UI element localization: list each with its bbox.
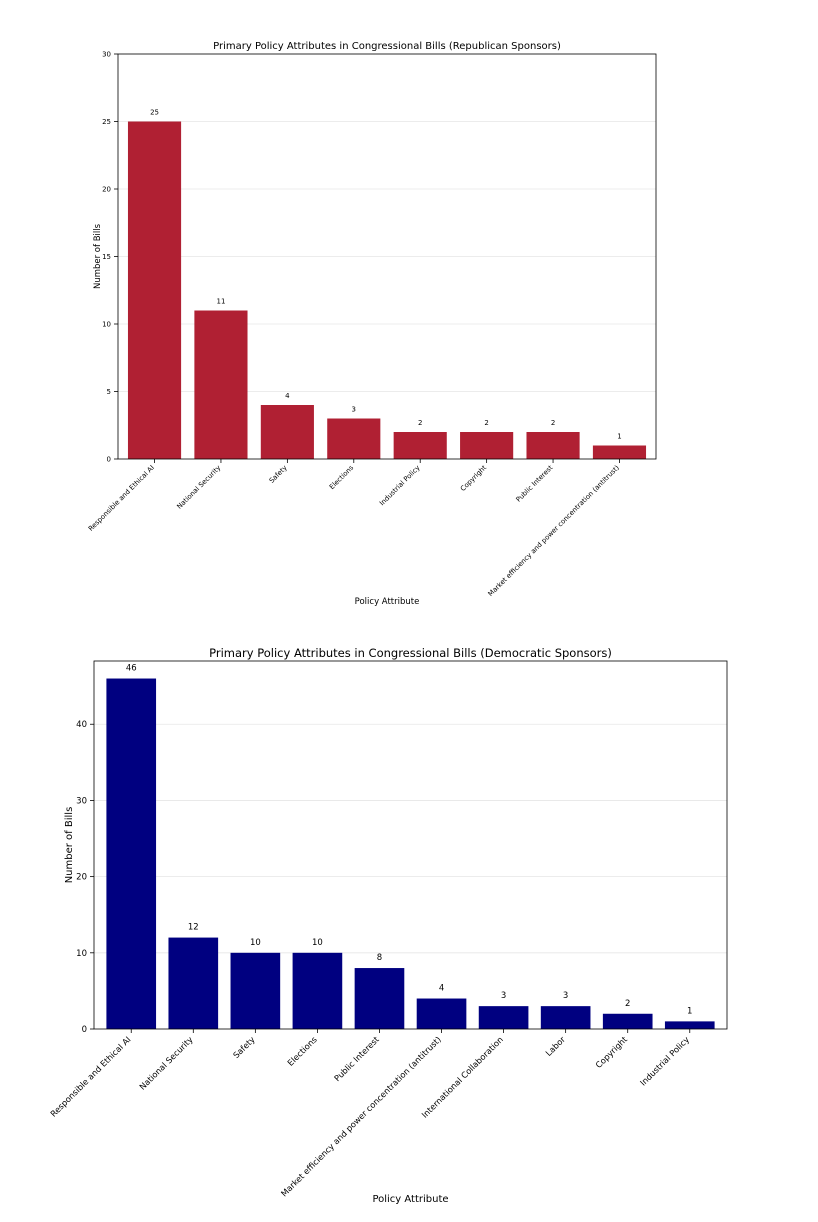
- bar: [526, 432, 580, 459]
- bar: [592, 445, 647, 459]
- bar: [106, 678, 157, 1029]
- x-tick-label: Labor: [543, 1034, 567, 1058]
- y-axis-label: Number of Bills: [93, 223, 103, 289]
- y-tick-label: 30: [76, 796, 87, 806]
- x-tick-label: Public Interest: [515, 464, 555, 504]
- x-tick-label: Industrial Policy: [378, 464, 422, 508]
- bar-value-label: 2: [625, 999, 630, 1009]
- x-tick-label: Public Interest: [332, 1034, 381, 1083]
- bar: [292, 952, 343, 1029]
- y-tick-label: 0: [82, 1025, 87, 1035]
- bar-value-label: 1: [687, 1006, 692, 1016]
- y-tick-label: 20: [76, 873, 87, 883]
- y-tick-label: 20: [102, 185, 111, 193]
- bar-value-label: 3: [352, 406, 356, 414]
- bar: [354, 968, 405, 1029]
- bar-value-label: 4: [439, 984, 444, 994]
- bar: [664, 1021, 715, 1029]
- y-tick-label: 10: [102, 320, 111, 328]
- y-tick-label: 15: [102, 253, 111, 261]
- bar: [540, 1006, 591, 1029]
- bar-value-label: 25: [150, 109, 159, 117]
- bar-value-label: 46: [126, 664, 137, 674]
- y-tick-label: 25: [102, 118, 111, 126]
- bar-value-label: 10: [250, 938, 261, 948]
- bar: [327, 418, 381, 459]
- x-tick-label: Copyright: [593, 1034, 629, 1070]
- y-tick-label: 0: [107, 455, 111, 463]
- bar: [602, 1013, 653, 1029]
- bar-value-label: 3: [501, 991, 506, 1001]
- bar: [478, 1006, 529, 1029]
- x-tick-label: National Security: [137, 1034, 195, 1092]
- x-tick-label: Copyright: [459, 464, 488, 493]
- bar-value-label: 8: [377, 953, 382, 963]
- bar: [127, 121, 182, 459]
- bar-value-label: 12: [188, 923, 199, 933]
- bar-value-label: 1: [617, 433, 621, 441]
- bar-value-label: 2: [551, 419, 555, 427]
- x-tick-label: National Security: [175, 464, 222, 511]
- plot-frame: [117, 53, 657, 460]
- bar-value-label: 10: [312, 938, 323, 948]
- x-tick-label: Elections: [328, 463, 356, 491]
- bar-value-label: 2: [484, 419, 488, 427]
- chart-title: Primary Policy Attributes in Congression…: [213, 41, 561, 52]
- x-tick-label: Industrial Policy: [638, 1034, 691, 1087]
- bar-value-label: 3: [563, 991, 568, 1001]
- bar-value-label: 2: [418, 419, 422, 427]
- plot-frame: [93, 660, 728, 1030]
- bar: [194, 310, 248, 459]
- x-tick-label: Responsible and Ethical AI: [87, 464, 156, 533]
- bar: [460, 432, 514, 459]
- chart-title: Primary Policy Attributes in Congression…: [209, 646, 612, 660]
- y-tick-label: 10: [76, 949, 87, 959]
- y-tick-label: 40: [76, 720, 87, 730]
- x-axis-label: Policy Attribute: [372, 1194, 448, 1205]
- bar-value-label: 11: [216, 298, 225, 306]
- x-tick-label: Safety: [268, 464, 289, 485]
- bar: [393, 432, 447, 459]
- y-tick-label: 30: [102, 50, 111, 58]
- x-tick-label: Market efficiency and power concentratio…: [487, 464, 622, 599]
- bar-value-label: 4: [285, 392, 290, 400]
- bar: [230, 952, 281, 1029]
- bar: [416, 998, 467, 1029]
- bar: [168, 937, 219, 1029]
- x-tick-label: Elections: [285, 1034, 319, 1068]
- x-tick-label: Safety: [231, 1034, 257, 1060]
- y-tick-label: 5: [107, 388, 111, 396]
- x-axis-label: Policy Attribute: [355, 597, 420, 607]
- bar: [260, 405, 314, 459]
- x-tick-label: Responsible and Ethical AI: [48, 1034, 132, 1118]
- y-axis-label: Number of Bills: [64, 807, 75, 884]
